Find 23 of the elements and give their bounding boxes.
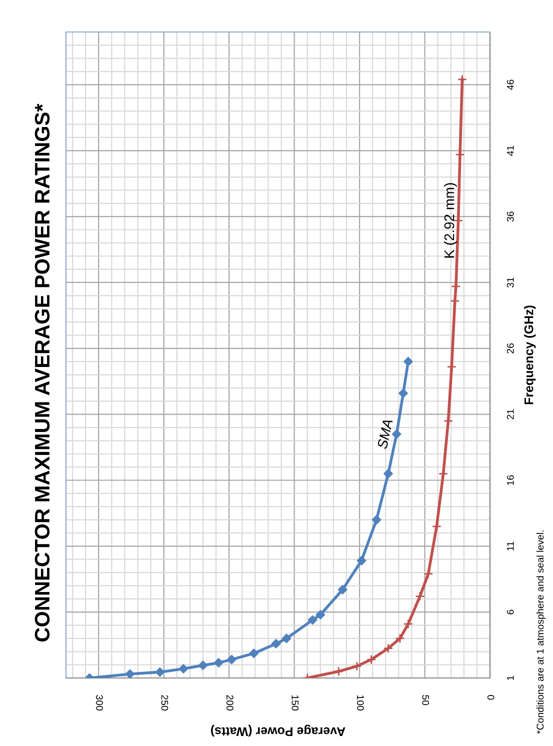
x-tick-label: 0: [487, 695, 494, 700]
text: CONNECTOR MAXIMUM AVERAGE POWER RATINGS*: [34, 104, 50, 642]
y-tick-label: 31: [506, 278, 514, 288]
y-tick-label: 6: [506, 610, 514, 614]
y-tick-label: 26: [506, 343, 514, 354]
x-tick-label: 200: [226, 695, 234, 711]
y-tick-label: 41: [507, 146, 514, 156]
x-axis-title: Average Power (Watts): [211, 724, 346, 736]
x-tick-label: 300: [96, 695, 103, 711]
text: *Conditions are at 1 atmosphere and seal level.: [536, 530, 546, 734]
y-tick-label: 1: [507, 676, 514, 680]
y-tick-label: 16: [506, 475, 514, 485]
text: SMA: [377, 418, 393, 450]
x-tick-label: 50: [422, 695, 430, 706]
text: K (2.92 mm): [444, 183, 457, 258]
y-tick-label: 36: [506, 212, 514, 222]
x-tick-label: 250: [161, 695, 168, 711]
y-tick-label: 46: [506, 80, 514, 90]
x-tick-label: 100: [356, 695, 364, 711]
x-tick-label: 150: [292, 695, 299, 711]
y-tick-label: 11: [507, 542, 514, 550]
y-tick-label: 21: [506, 409, 514, 420]
y-axis-title: Frequency (GHz): [524, 306, 536, 404]
